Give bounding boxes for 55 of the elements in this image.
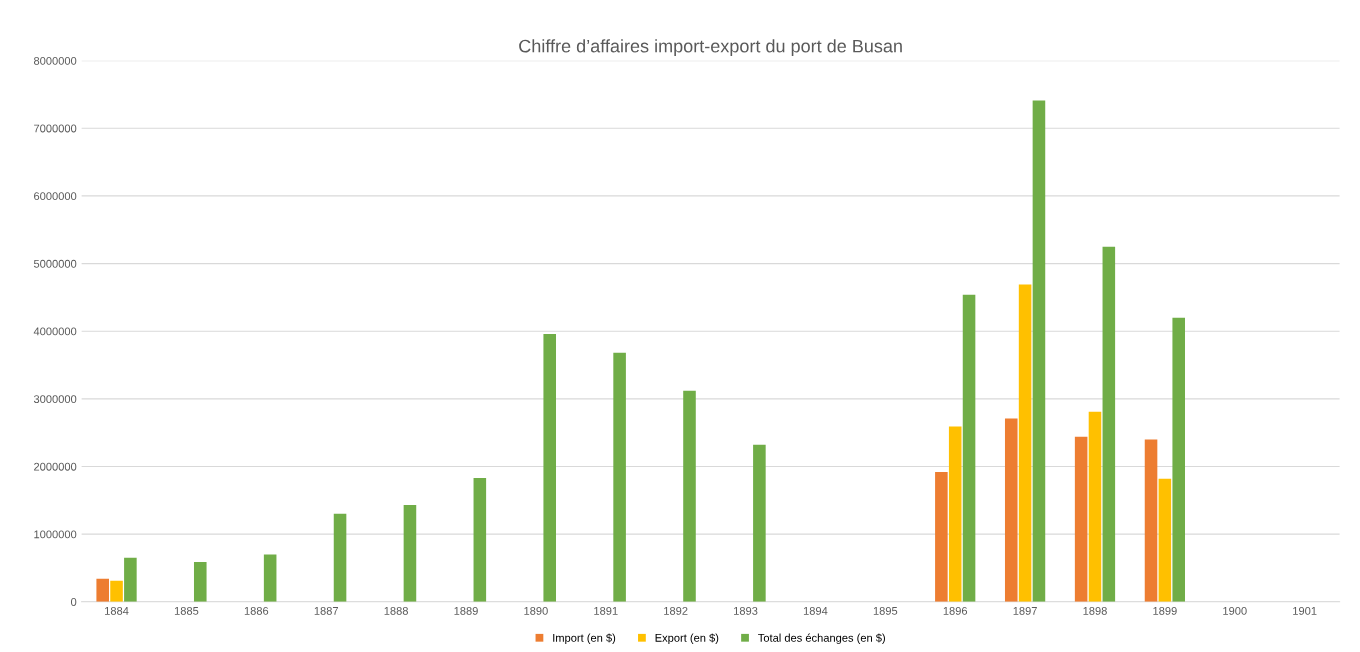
x-tick-label: 1888 <box>384 606 408 615</box>
x-tick-label: 1886 <box>244 606 269 615</box>
chart-title: Chiffre d’affaires import-export du port de Busan <box>519 39 902 57</box>
bar <box>543 333 557 602</box>
x-tick-label: 1899 <box>1153 606 1177 615</box>
bar <box>1102 246 1116 602</box>
bar <box>124 557 137 602</box>
bar <box>1018 284 1032 602</box>
y-tick-label: 1000000 <box>34 530 77 539</box>
bar <box>96 578 109 602</box>
x-tick-label: 1893 <box>734 606 758 615</box>
bar <box>1004 418 1018 602</box>
x-tick-label: 1900 <box>1223 606 1247 615</box>
bar <box>962 294 976 602</box>
x-tick-label: 1884 <box>105 606 129 615</box>
bar <box>1074 436 1088 602</box>
y-tick-label: 8000000 <box>33 56 77 65</box>
y-tick-label: 2000000 <box>34 462 77 471</box>
bar <box>948 426 962 602</box>
legend-label: Export (en $) <box>655 633 719 644</box>
y-tick-label: 5000000 <box>33 259 77 268</box>
x-tick-label: 1885 <box>174 606 199 615</box>
y-tick-label: 6000000 <box>34 192 77 201</box>
legend-label: Total des échanges (en $) <box>758 633 885 644</box>
bar <box>333 513 347 602</box>
y-tick-label: 3000000 <box>33 395 77 403</box>
x-tick-label: 1890 <box>524 606 548 615</box>
x-tick-label: 1895 <box>873 606 898 615</box>
x-tick-label: 1889 <box>454 606 478 615</box>
bar <box>1144 439 1158 602</box>
x-tick-label: 1892 <box>664 606 688 615</box>
y-tick-label: 0 <box>70 598 77 606</box>
bar <box>110 580 123 602</box>
bar <box>193 561 207 602</box>
x-tick-label: 1901 <box>1293 606 1317 615</box>
bar <box>1088 411 1102 602</box>
legend-label: Import (en $) <box>553 633 616 644</box>
x-tick-label: 1894 <box>803 606 828 615</box>
bar <box>935 471 948 602</box>
bar <box>473 478 487 602</box>
bar <box>403 505 417 602</box>
y-tick-label: 4000000 <box>33 327 77 336</box>
x-tick-label: 1887 <box>314 606 339 615</box>
bar <box>1172 317 1186 602</box>
bar <box>613 352 626 602</box>
x-tick-label: 1891 <box>594 606 618 615</box>
bar <box>263 554 277 602</box>
x-tick-label: 1898 <box>1083 606 1107 615</box>
x-tick-label: 1897 <box>1013 606 1037 615</box>
bar <box>753 444 766 602</box>
bar <box>1032 100 1046 602</box>
x-tick-label: 1896 <box>943 606 968 615</box>
y-tick-label: 7000000 <box>34 124 77 133</box>
bar <box>1158 478 1172 602</box>
bar <box>683 390 696 602</box>
